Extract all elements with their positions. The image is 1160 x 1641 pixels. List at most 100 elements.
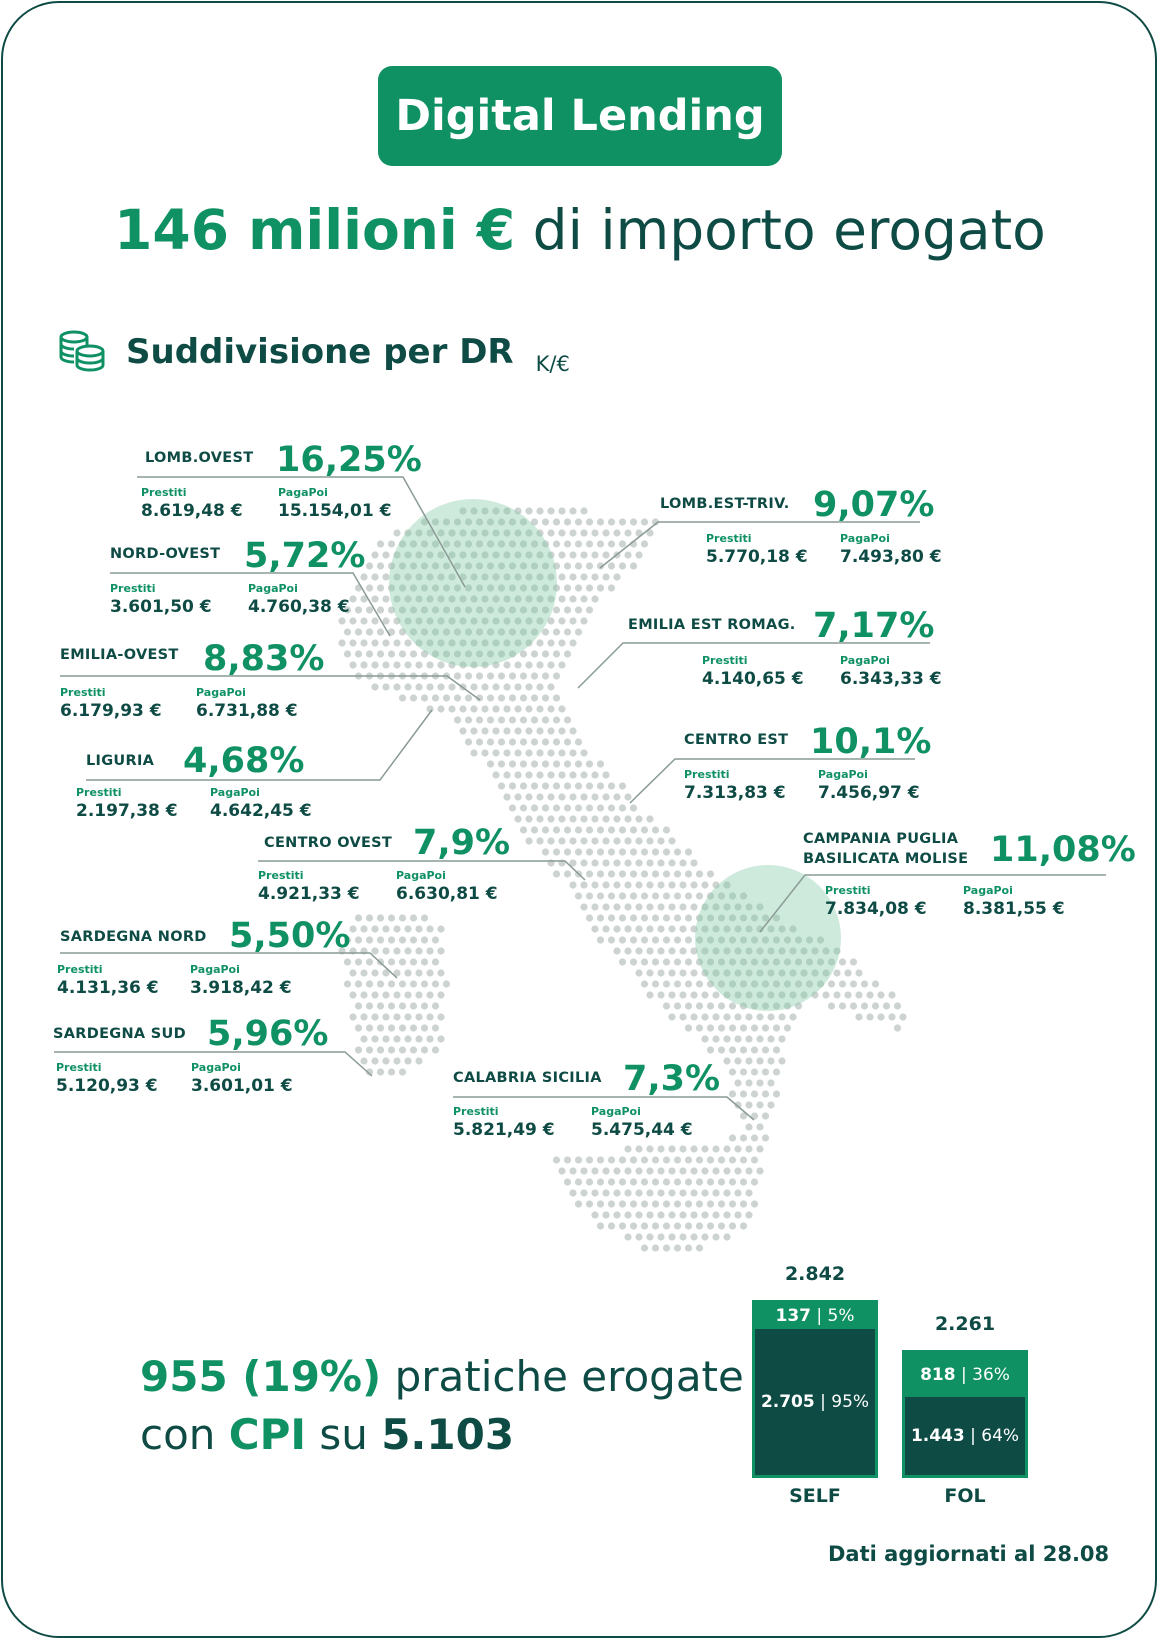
map-dot — [426, 1013, 434, 1021]
map-dot — [563, 716, 572, 724]
map-dot — [591, 529, 599, 537]
map-dot — [624, 1145, 632, 1153]
map-dot — [695, 1222, 704, 1230]
map-dot — [706, 892, 715, 900]
map-dot — [646, 529, 654, 537]
map-dot — [338, 617, 346, 625]
map-dot — [690, 947, 698, 955]
map-dot — [382, 925, 390, 933]
map-dot — [415, 947, 423, 955]
map-dot — [761, 914, 770, 922]
map-dot — [360, 991, 368, 999]
map-dot — [497, 562, 506, 570]
map-dot — [437, 925, 445, 933]
map-dot — [662, 914, 671, 922]
map-dot — [349, 595, 357, 603]
map-dot — [519, 826, 528, 834]
map-dot — [552, 716, 561, 724]
map-dot — [431, 628, 440, 636]
map-dot — [371, 595, 379, 603]
map-dot — [679, 925, 687, 933]
map-dot — [569, 573, 577, 581]
map-dot — [618, 892, 627, 900]
map-dot — [536, 507, 544, 515]
map-dot — [739, 936, 748, 944]
segment-bottom-value: 1.443 — [910, 1425, 965, 1446]
map-dot — [563, 738, 572, 746]
map-dot — [547, 815, 555, 823]
map-dot — [646, 969, 654, 977]
map-dot — [492, 661, 500, 669]
map-dot — [514, 617, 522, 625]
map-dot — [596, 1156, 605, 1164]
map-dot — [662, 1200, 671, 1208]
map-dot — [409, 562, 418, 570]
map-dot — [761, 1046, 770, 1054]
map-dot — [602, 793, 610, 801]
map-dot — [728, 958, 737, 966]
map-dot — [398, 584, 407, 592]
map-dot — [739, 980, 748, 988]
pagapoi-label: PagaPoi — [818, 768, 868, 781]
map-dot — [673, 1178, 682, 1186]
cpi-count: 955 (19%) — [140, 1352, 382, 1401]
map-dot — [827, 958, 836, 966]
map-dot — [503, 639, 511, 647]
map-dot — [536, 793, 544, 801]
map-dot — [354, 606, 363, 614]
map-dot — [739, 958, 748, 966]
map-dot — [563, 628, 572, 636]
map-dot — [530, 738, 539, 746]
map-dot — [580, 507, 588, 515]
segment-bottom-value: 2.705 — [760, 1391, 815, 1412]
map-dot — [415, 639, 423, 647]
map-dot — [679, 859, 687, 867]
map-dot — [602, 815, 610, 823]
map-dot — [503, 793, 511, 801]
map-dot — [778, 969, 786, 977]
map-dot — [382, 661, 390, 669]
map-dot — [547, 661, 555, 669]
pagapoi-value: 7.456,97 € — [818, 783, 920, 803]
prestiti-label: Prestiti — [706, 532, 752, 545]
map-dot — [464, 518, 473, 526]
map-dot — [855, 969, 863, 977]
map-dot — [569, 727, 577, 735]
map-dot — [624, 1233, 632, 1241]
map-dot — [838, 1002, 847, 1010]
map-dot — [635, 859, 643, 867]
map-dot — [756, 1123, 764, 1131]
map-dot — [580, 793, 588, 801]
map-dot — [437, 947, 445, 955]
map-dot — [371, 573, 379, 581]
pagapoi-value: 8.381,55 € — [963, 899, 1065, 919]
map-dot — [602, 1167, 610, 1175]
map-dot — [475, 518, 484, 526]
map-dot — [811, 991, 819, 999]
map-dot — [679, 1145, 687, 1153]
map-dot — [343, 980, 352, 988]
map-dot — [783, 1002, 792, 1010]
bar-frame — [752, 1299, 878, 1478]
map-dot — [415, 925, 423, 933]
map-dot — [695, 870, 704, 878]
map-dot — [547, 595, 555, 603]
map-dot — [486, 650, 495, 658]
map-dot — [525, 617, 533, 625]
map-dot — [668, 903, 676, 911]
segment-bottom-pct: 64% — [981, 1425, 1020, 1446]
map-dot — [536, 837, 544, 845]
map-dot — [580, 881, 588, 889]
map-dot — [580, 551, 588, 559]
bar-total: 2.842 — [784, 1262, 846, 1285]
map-dot — [679, 1013, 687, 1021]
map-dot — [519, 738, 528, 746]
map-dot — [519, 584, 528, 592]
map-dot — [772, 1046, 781, 1054]
map-dot — [860, 980, 869, 988]
prestiti-value: 7.313,83 € — [684, 783, 786, 803]
map-dot — [404, 1057, 412, 1065]
map-dot — [481, 749, 489, 757]
map-dot — [591, 881, 599, 889]
